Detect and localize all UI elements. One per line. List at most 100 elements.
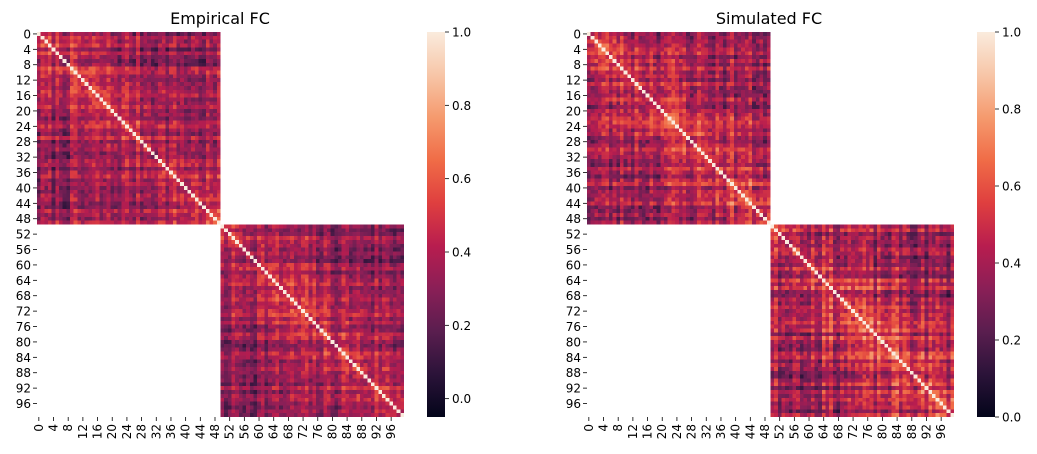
panel-empirical: Empirical FC 048121620242832364044485256… xyxy=(16,9,471,439)
y-tick-label: 44 xyxy=(16,197,31,211)
y-tick-label: 4 xyxy=(573,43,581,57)
y-tick-label: 64 xyxy=(566,274,581,288)
x-tick-label: 56 xyxy=(787,424,801,439)
x-tick-label: 28 xyxy=(685,424,699,439)
x-tick-label: 48 xyxy=(208,424,222,439)
y-tick-label: 0 xyxy=(573,27,581,41)
y-tick-label: 76 xyxy=(16,320,31,334)
y-tick-label: 68 xyxy=(16,289,31,303)
y-tick-label: 84 xyxy=(16,351,31,365)
y-tick-label: 24 xyxy=(566,120,581,134)
colorbar-empirical xyxy=(427,32,445,417)
panel-simulated: Simulated FC 048121620242832364044485256… xyxy=(566,9,1021,439)
x-tick-label: 52 xyxy=(773,424,787,439)
x-tick-label: 44 xyxy=(743,424,757,439)
y-tick-label: 56 xyxy=(16,243,31,257)
y-tick-label: 92 xyxy=(16,382,31,396)
x-tick-label: 96 xyxy=(384,424,398,439)
colorbar-tick-label: 0.4 xyxy=(452,246,471,260)
x-tick-label: 72 xyxy=(846,424,860,439)
x-tick-label: 8 xyxy=(61,424,75,432)
x-tick-label: 16 xyxy=(641,424,655,439)
y-tick-label: 52 xyxy=(566,228,581,242)
y-tick-label: 36 xyxy=(566,166,581,180)
x-tick-label: 36 xyxy=(714,424,728,439)
y-tick-label: 16 xyxy=(566,89,581,103)
x-tick-label: 36 xyxy=(164,424,178,439)
y-tick-label: 8 xyxy=(23,58,31,72)
x-tick-label: 72 xyxy=(296,424,310,439)
x-tick-label: 20 xyxy=(105,424,119,439)
y-tick-label: 20 xyxy=(16,104,31,118)
y-tick-label: 52 xyxy=(16,228,31,242)
y-tick-label: 60 xyxy=(16,258,31,272)
x-tick-label: 60 xyxy=(802,424,816,439)
colorbar-ticks-empirical: 0.0 0.2 0.4 0.6 0.8 1.0 xyxy=(445,26,471,406)
colorbar-tick-label: 0.4 xyxy=(1002,257,1021,271)
x-tick-label: 48 xyxy=(758,424,772,439)
y-tick-label: 60 xyxy=(566,258,581,272)
y-tick-label: 88 xyxy=(566,366,581,380)
colorbar-tick-label: 0.0 xyxy=(1002,411,1021,425)
x-tick-label: 84 xyxy=(890,424,904,439)
y-tick-label: 20 xyxy=(566,104,581,118)
colorbar-tick-label: 1.0 xyxy=(452,26,471,40)
y-tick-label: 32 xyxy=(16,151,31,165)
x-tick-label: 88 xyxy=(905,424,919,439)
panel-title-simulated: Simulated FC xyxy=(716,9,822,28)
x-tick-label: 0 xyxy=(582,424,596,432)
colorbar-tick-label: 0.2 xyxy=(452,319,471,333)
x-tick-label: 40 xyxy=(729,424,743,439)
axis-ticks-empirical: 0481216202428323640444852566064687276808… xyxy=(16,27,398,439)
x-tick-label: 4 xyxy=(597,424,611,432)
x-tick-label: 64 xyxy=(817,424,831,439)
y-tick-label: 92 xyxy=(566,382,581,396)
x-tick-label: 88 xyxy=(355,424,369,439)
x-tick-label: 60 xyxy=(252,424,266,439)
colorbar-tick-label: 0.6 xyxy=(452,172,471,186)
x-tick-label: 64 xyxy=(267,424,281,439)
x-tick-label: 0 xyxy=(32,424,46,432)
colorbar-tick-label: 0.6 xyxy=(1002,180,1021,194)
y-tick-label: 28 xyxy=(566,135,581,149)
heatmap-empirical xyxy=(37,32,404,417)
x-tick-label: 80 xyxy=(875,424,889,439)
y-tick-label: 56 xyxy=(566,243,581,257)
y-tick-label: 96 xyxy=(566,397,581,411)
colorbar-simulated xyxy=(977,32,995,417)
colorbar-tick-label: 0.8 xyxy=(1002,103,1021,117)
y-tick-label: 72 xyxy=(566,305,581,319)
axis-ticks-simulated: 0481216202428323640444852566064687276808… xyxy=(566,27,948,439)
x-tick-label: 68 xyxy=(281,424,295,439)
y-tick-label: 68 xyxy=(566,289,581,303)
x-tick-label: 76 xyxy=(311,424,325,439)
y-tick-label: 4 xyxy=(23,43,31,57)
x-tick-label: 76 xyxy=(861,424,875,439)
y-tick-label: 44 xyxy=(566,197,581,211)
y-tick-label: 88 xyxy=(16,366,31,380)
x-tick-label: 96 xyxy=(934,424,948,439)
x-tick-label: 8 xyxy=(611,424,625,432)
y-tick-label: 72 xyxy=(16,305,31,319)
x-tick-label: 92 xyxy=(919,424,933,439)
y-tick-label: 80 xyxy=(16,335,31,349)
y-tick-label: 16 xyxy=(16,89,31,103)
x-tick-label: 12 xyxy=(626,424,640,439)
x-tick-label: 16 xyxy=(91,424,105,439)
y-tick-label: 0 xyxy=(23,27,31,41)
colorbar-ticks-simulated: 0.0 0.2 0.4 0.6 0.8 1.0 xyxy=(995,26,1021,425)
x-tick-label: 92 xyxy=(369,424,383,439)
y-tick-label: 64 xyxy=(16,274,31,288)
x-tick-label: 52 xyxy=(223,424,237,439)
x-tick-label: 80 xyxy=(325,424,339,439)
x-tick-label: 68 xyxy=(831,424,845,439)
y-tick-label: 32 xyxy=(566,151,581,165)
y-tick-label: 24 xyxy=(16,120,31,134)
x-tick-label: 12 xyxy=(76,424,90,439)
y-tick-label: 40 xyxy=(566,181,581,195)
x-tick-label: 32 xyxy=(699,424,713,439)
y-tick-label: 12 xyxy=(16,74,31,88)
y-tick-label: 8 xyxy=(573,58,581,72)
x-tick-label: 84 xyxy=(340,424,354,439)
